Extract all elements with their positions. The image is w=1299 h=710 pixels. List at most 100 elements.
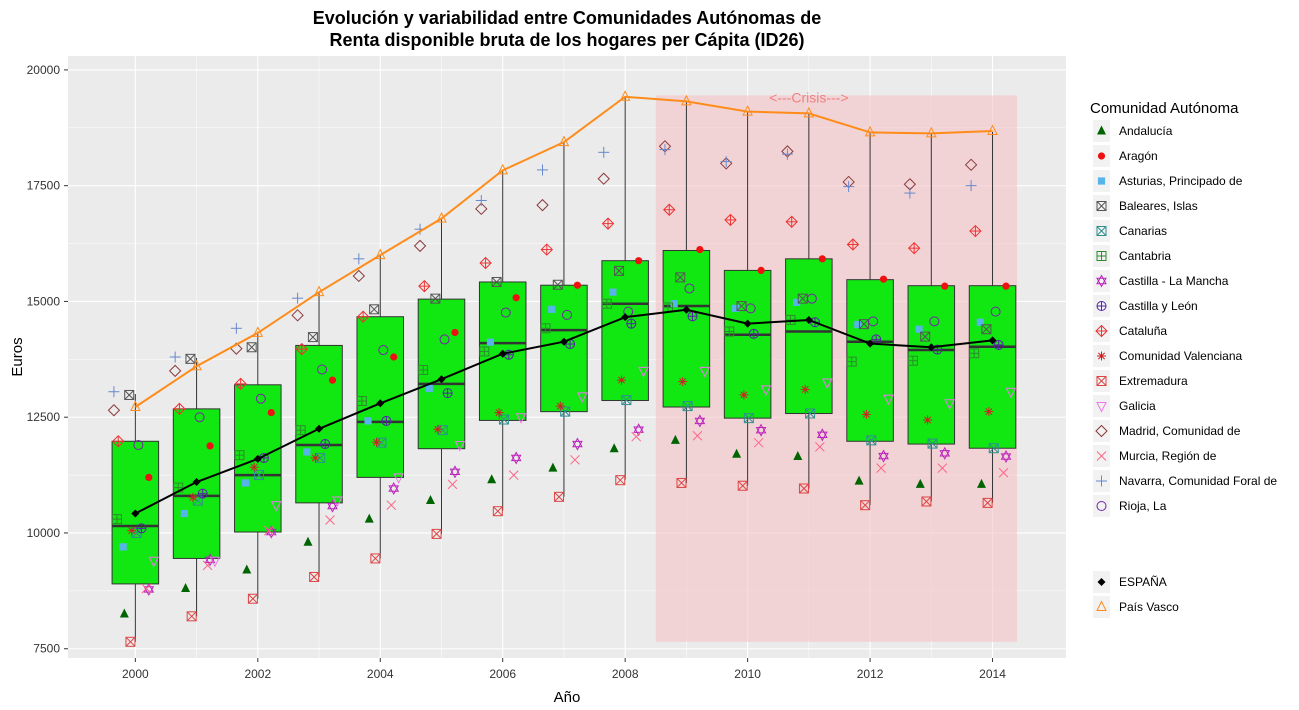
point-murcia-regi-n-de (325, 515, 335, 525)
point-canarias (682, 401, 693, 412)
point-catalu-a (663, 203, 676, 216)
point-catalu-a (479, 256, 492, 270)
marker-espana (192, 478, 201, 487)
point-catalu-a (969, 224, 982, 238)
point-navarra-comunidad-foral-de (965, 180, 977, 192)
point-extremadura (492, 506, 503, 517)
point-murcia-regi-n-de (692, 430, 703, 441)
point-canarias (621, 395, 632, 406)
legend-label: Castilla y León (1119, 299, 1198, 313)
point-comunidad-valenciana (249, 462, 259, 472)
point-navarra-comunidad-foral-de (169, 351, 181, 363)
boxplot-2009 (662, 101, 711, 483)
point-comunidad-valenciana (923, 415, 933, 425)
x-tick-label: 2012 (857, 667, 884, 681)
legend-key-bg (1093, 395, 1110, 417)
point-navarra-comunidad-foral-de (230, 322, 242, 334)
point-asturias-principado-de (854, 320, 862, 329)
point-extremadura (309, 571, 320, 582)
point-andaluc-a (242, 564, 252, 574)
point-extremadura (921, 496, 932, 507)
point-baleares-islas (124, 389, 135, 400)
point-asturias-principado-de (241, 479, 250, 487)
point-asturias-principado-de (486, 338, 495, 346)
point-canarias (254, 470, 265, 481)
point-rioja-la (194, 412, 205, 423)
point-andaluc-a (119, 608, 129, 618)
point-asturias-principado-de (303, 448, 311, 456)
point-galicia (454, 440, 466, 452)
point-galicia (515, 413, 527, 424)
point-baleares-islas (430, 293, 441, 304)
point-galicia (393, 473, 404, 485)
marker-pais-vasco (681, 94, 692, 106)
axis-ticks: 2000 2002 2004 2006 2008 2010 2012 2014 7500 1000… (27, 63, 1007, 681)
point-arag-n (818, 255, 826, 263)
point-murcia-regi-n-de (202, 560, 213, 571)
point-baleares-islas (920, 331, 931, 342)
point-asturias-principado-de (548, 305, 556, 313)
crisis-band: <---Crisis---> (655, 89, 1018, 642)
point-rioja-la (806, 293, 817, 304)
point-navarra-comunidad-foral-de (598, 146, 610, 158)
point-baleares-islas (736, 301, 747, 312)
point-andaluc-a (303, 536, 313, 546)
marker-pais-vasco (191, 359, 202, 371)
point-castilla-y-le-n (442, 388, 453, 399)
point-andaluc-a (670, 434, 680, 444)
point-canarias (988, 443, 999, 454)
point-andaluc-a (732, 448, 742, 458)
point-madrid-comunidad-de (168, 364, 182, 378)
point-murcia-regi-n-de (753, 437, 764, 448)
y-tick-label: 17500 (27, 179, 61, 193)
y-tick-label: 15000 (27, 294, 61, 308)
marker-espana (621, 313, 630, 322)
legend-key (1095, 424, 1108, 438)
point-extremadura (186, 611, 197, 622)
point-cantabria (969, 348, 980, 359)
point-comunidad-valenciana (188, 492, 198, 502)
point-navarra-comunidad-foral-de (108, 386, 120, 398)
point-comunidad-valenciana (555, 401, 565, 411)
point-castilla-la-mancha (510, 451, 522, 465)
point-baleares-islas (552, 279, 563, 290)
point-rioja-la (745, 303, 756, 314)
point-asturias-principado-de (364, 417, 372, 425)
point-arag-n (390, 353, 398, 361)
point-castilla-la-mancha (327, 499, 338, 513)
legend-label: Extremadura (1119, 374, 1188, 388)
point-navarra-comunidad-foral-de (904, 187, 916, 199)
legend-label: Cantabria (1119, 249, 1171, 263)
chart-title-line2: Renta disponible bruta de los hogares pe… (329, 30, 804, 50)
point-galicia (638, 366, 649, 378)
point-madrid-comunidad-de (475, 202, 488, 216)
point-murcia-regi-n-de (998, 467, 1009, 478)
point-castilla-la-mancha (633, 423, 644, 437)
reference-lines (130, 90, 998, 518)
box (295, 344, 343, 504)
point-rioja-la (255, 393, 266, 404)
point-baleares-islas (246, 342, 257, 353)
legend-label: Baleares, Islas (1119, 199, 1198, 213)
point-navarra-comunidad-foral-de (353, 253, 365, 265)
box (968, 285, 1017, 449)
point-catalu-a (785, 215, 798, 228)
point-arag-n (757, 266, 765, 275)
point-murcia-regi-n-de (876, 463, 886, 473)
point-catalu-a (846, 238, 860, 251)
legend-key (1096, 501, 1107, 511)
point-baleares-islas (981, 324, 992, 335)
point-castilla-la-mancha (388, 481, 400, 496)
point-asturias-principado-de (425, 384, 433, 393)
region-points (107, 140, 1017, 647)
point-comunidad-valenciana (310, 453, 320, 463)
boxplot-2008 (601, 96, 649, 480)
marker-pais-vasco (925, 126, 937, 138)
x-tick-label: 2004 (367, 667, 394, 681)
point-andaluc-a (793, 451, 803, 461)
box (601, 260, 649, 402)
y-axis-label: Euros (9, 337, 26, 376)
point-arag-n (696, 245, 704, 254)
point-castilla-la-mancha (449, 465, 461, 479)
point-comunidad-valenciana (127, 526, 137, 536)
